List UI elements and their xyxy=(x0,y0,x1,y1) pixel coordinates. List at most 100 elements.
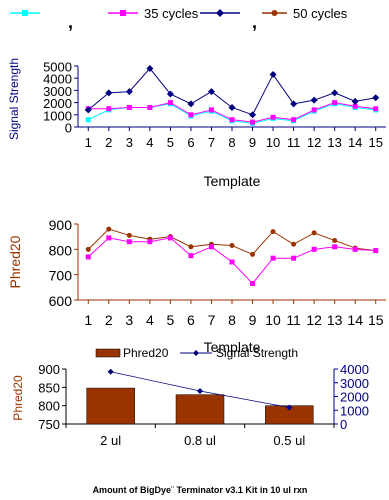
legend-label-phred20: Phred20 xyxy=(123,346,169,360)
data-point xyxy=(126,239,132,245)
legend-label-signal: Signal Strength xyxy=(216,346,298,360)
y-tick-label: 600 xyxy=(49,293,73,309)
x-tick-label: 2 xyxy=(105,135,112,150)
y-tick-label: 700 xyxy=(49,268,73,284)
data-point xyxy=(147,239,153,245)
x-tick-label: 14 xyxy=(348,135,362,150)
data-point xyxy=(147,104,153,110)
chart2-x-axis-label: Template xyxy=(204,339,261,355)
data-point xyxy=(187,100,195,108)
x-tick-label: 1 xyxy=(84,312,92,328)
data-point xyxy=(84,106,92,114)
x-tick-label: 8 xyxy=(228,312,236,328)
x-tick-label: 2 xyxy=(105,312,113,328)
x-tick-label: 15 xyxy=(368,135,382,150)
data-point xyxy=(85,117,91,123)
data-point xyxy=(291,241,297,247)
x-tick-label: 11 xyxy=(286,312,301,328)
x-tick-label: 13 xyxy=(327,312,343,328)
data-point xyxy=(291,255,297,261)
data-point xyxy=(332,237,338,243)
data-point xyxy=(249,111,257,119)
legend-marker-1 xyxy=(120,10,126,16)
y2-tick-label: 0 xyxy=(340,417,347,432)
chart3-y-axis-label: Phred20 xyxy=(11,375,25,421)
data-point xyxy=(351,97,359,105)
y-tick-label: 1000 xyxy=(43,108,72,123)
x-tick-label: 10 xyxy=(266,135,280,150)
data-point xyxy=(311,246,317,252)
bigdye-amount-chart: Phred20 Amount of BigDye¨ Terminator v3.… xyxy=(11,346,369,495)
data-point xyxy=(188,253,194,259)
signal-point xyxy=(197,388,203,394)
data-point xyxy=(208,107,214,113)
legend-bar-swatch xyxy=(95,348,121,358)
y-tick-label: 5000 xyxy=(43,60,72,75)
x-tick-label: 0.5 ul xyxy=(273,433,305,448)
data-point xyxy=(166,90,174,98)
y-tick-label: 900 xyxy=(49,217,73,233)
data-point xyxy=(167,235,173,241)
x-tick-label: 11 xyxy=(287,135,301,150)
data-point xyxy=(167,100,173,106)
data-point xyxy=(291,117,297,123)
y-tick-label: 2000 xyxy=(43,96,72,111)
x-tick-label: 12 xyxy=(306,312,322,328)
x-tick-label: 0.8 ul xyxy=(184,433,216,448)
data-point xyxy=(269,71,277,79)
data-point xyxy=(188,244,194,250)
x-tick-label: 15 xyxy=(368,312,384,328)
signal-point xyxy=(107,368,114,375)
legend-separator-1: , xyxy=(252,12,257,32)
data-point xyxy=(126,104,132,110)
x-tick-label: 14 xyxy=(347,312,363,328)
x-tick-label: 7 xyxy=(208,312,216,328)
data-point xyxy=(188,112,194,118)
data-point xyxy=(106,226,112,232)
data-point xyxy=(105,89,113,97)
legend-marker-2 xyxy=(216,9,224,17)
bar xyxy=(86,387,135,425)
y-tick-label: 800 xyxy=(49,242,73,258)
data-point xyxy=(373,248,379,254)
signal-strength-chart: Signal Strength Template 010002000300040… xyxy=(7,58,386,189)
data-point xyxy=(352,246,358,252)
data-point xyxy=(228,103,236,111)
x-tick-label: 4 xyxy=(146,312,154,328)
data-point xyxy=(85,246,91,252)
x-tick-label: 1 xyxy=(85,135,92,150)
data-point xyxy=(372,94,380,102)
data-point xyxy=(331,89,339,97)
x-tick-label: 2 ul xyxy=(100,433,121,448)
chart3-x-axis-label: Amount of BigDye¨ Terminator v3.1 Kit in… xyxy=(93,485,308,495)
x-tick-label: 7 xyxy=(208,135,215,150)
data-point xyxy=(250,251,256,257)
chart3-legend: Phred20 Signal Strength xyxy=(95,346,298,360)
x-tick-label: 3 xyxy=(126,135,133,150)
data-point xyxy=(229,259,235,265)
x-tick-label: 10 xyxy=(265,312,281,328)
data-point xyxy=(332,244,338,250)
data-point xyxy=(352,103,358,109)
data-point xyxy=(250,281,256,287)
y-tick-label: 4000 xyxy=(43,72,72,87)
x-tick-label: 5 xyxy=(167,135,174,150)
x-tick-label: 8 xyxy=(228,135,235,150)
y2-tick-label: 1000 xyxy=(340,403,369,418)
x-tick-label: 5 xyxy=(167,312,175,328)
data-point xyxy=(311,230,317,236)
x-tick-label: 4 xyxy=(146,135,153,150)
data-point xyxy=(310,96,318,104)
y-tick-label: 800 xyxy=(38,399,60,414)
y2-tick-label: 2000 xyxy=(340,390,369,405)
legend-marker-3 xyxy=(271,10,278,16)
data-point xyxy=(126,232,132,238)
data-point xyxy=(270,229,276,235)
legend-label-1: 35 cycles xyxy=(144,6,199,21)
x-tick-label: 3 xyxy=(125,312,133,328)
y-tick-label: 850 xyxy=(38,380,60,395)
y2-tick-label: 3000 xyxy=(340,376,369,391)
y-tick-label: 900 xyxy=(38,362,60,377)
chart2-y-axis-label: Phred20 xyxy=(7,235,23,288)
y-tick-label: 3000 xyxy=(43,84,72,99)
